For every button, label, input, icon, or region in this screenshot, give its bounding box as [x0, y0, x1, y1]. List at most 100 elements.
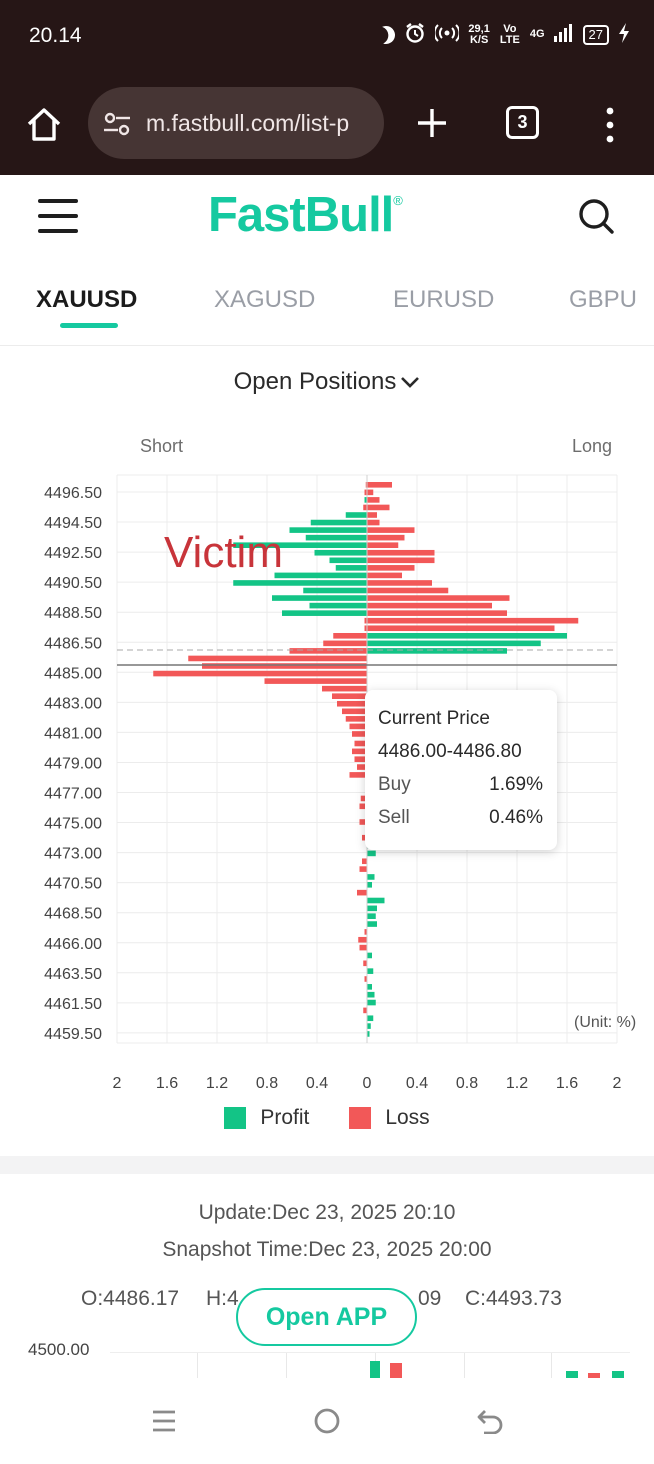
tab-switcher-button[interactable]: 3 — [506, 106, 539, 139]
address-bar[interactable]: m.fastbull.com/list-p — [88, 87, 384, 159]
new-tab-button[interactable] — [414, 105, 450, 141]
short-bar — [329, 557, 367, 564]
fastbull-logo[interactable]: FastBull® — [208, 187, 403, 243]
short-bar — [233, 542, 367, 548]
status-icons: 29,1 K/S Vo LTE 4G 27 — [377, 22, 630, 47]
browser-toolbar: m.fastbull.com/list-p 3 — [0, 75, 654, 175]
tooltip-buy-value: 1.69% — [489, 774, 543, 795]
back-icon[interactable] — [476, 1408, 504, 1434]
tail-bar — [367, 913, 376, 919]
tail-bar — [359, 944, 367, 951]
ohlc-open: O:4486.17 — [81, 1287, 180, 1310]
browser-menu-button[interactable] — [596, 105, 624, 145]
short-bar — [364, 489, 367, 496]
x-tick-label: 1.2 — [506, 1075, 528, 1092]
candlestick-chart-preview — [110, 1352, 630, 1379]
long-bar — [367, 497, 380, 503]
y-tick-label: 4483.00 — [44, 695, 102, 712]
tail-bar — [360, 795, 367, 802]
price-axis-label: 4500.00 — [28, 1340, 90, 1359]
short-bar — [352, 731, 367, 737]
search-button[interactable] — [576, 197, 616, 237]
x-tick-label: 1.2 — [206, 1075, 228, 1092]
short-bar — [153, 670, 367, 677]
net-speed-value: 29,1 — [468, 22, 490, 35]
section-divider — [0, 1156, 654, 1174]
tail-bar — [357, 889, 367, 896]
y-tick-label: 4479.00 — [44, 755, 102, 772]
y-tick-label: 4461.50 — [44, 996, 102, 1013]
tab-eurusd[interactable]: EURUSD — [393, 286, 495, 313]
long-bar — [367, 587, 449, 594]
candle — [566, 1371, 578, 1379]
tab-xagusd[interactable]: XAGUSD — [214, 286, 316, 313]
long-bar — [367, 549, 435, 556]
long-bar — [367, 542, 399, 548]
tail-bar — [364, 929, 367, 935]
victim-annotation: Victim — [164, 528, 283, 577]
short-bar — [364, 617, 367, 624]
long-bar — [367, 504, 390, 511]
long-bar — [367, 640, 541, 647]
profit-swatch — [224, 1107, 247, 1129]
hamburger-menu-button[interactable] — [38, 199, 80, 235]
legend-profit[interactable]: Profit — [224, 1106, 309, 1130]
legend-loss[interactable]: Loss — [349, 1106, 430, 1130]
plus-icon — [418, 109, 446, 137]
short-bar — [333, 633, 367, 639]
tail-bar — [354, 756, 367, 762]
network-type: 4G — [529, 28, 545, 40]
tab-gbpusd[interactable]: GBPU — [569, 286, 638, 313]
home-nav-icon[interactable] — [313, 1407, 341, 1435]
tail-bar — [352, 748, 367, 755]
home-button[interactable] — [24, 105, 64, 145]
y-tick-label: 4470.50 — [44, 876, 102, 893]
tab-xauusd[interactable]: XAUUSD — [36, 286, 138, 313]
tail-bar — [367, 897, 385, 904]
tail-bar — [357, 764, 367, 770]
long-bar — [367, 527, 415, 533]
short-bar — [323, 640, 367, 647]
long-bar — [367, 602, 492, 609]
system-navigation-bar — [0, 1378, 654, 1464]
candle — [370, 1361, 380, 1379]
open-positions-dropdown[interactable]: Open Positions — [0, 368, 654, 396]
long-bar — [367, 610, 507, 616]
logo-text: FastBull — [208, 188, 394, 242]
tail-bar — [359, 866, 367, 872]
recent-apps-icon[interactable] — [151, 1408, 177, 1434]
long-bar — [367, 595, 510, 601]
y-tick-label: 4473.00 — [44, 846, 102, 863]
url-text: m.fastbull.com/list-p — [146, 110, 350, 136]
y-tick-label: 4468.50 — [44, 906, 102, 923]
y-tick-label: 4490.50 — [44, 575, 102, 592]
y-tick-label: 4463.50 — [44, 966, 102, 983]
open-app-button[interactable]: Open APP — [236, 1288, 417, 1346]
long-bar — [367, 482, 392, 488]
short-bar — [345, 716, 367, 722]
home-icon — [27, 108, 61, 141]
tail-bar — [367, 921, 377, 927]
tail-bar — [362, 834, 367, 841]
short-label: Short — [140, 436, 184, 456]
short-bar — [274, 572, 367, 579]
tail-bar — [367, 968, 374, 974]
tail-bar — [367, 1031, 370, 1037]
tail-bar — [362, 858, 367, 865]
status-time: 20.14 — [29, 24, 82, 47]
short-bar — [364, 497, 367, 503]
update-time: Update:Dec 23, 2025 20:10 — [198, 1201, 456, 1224]
short-bar — [303, 587, 367, 594]
short-bar — [305, 534, 367, 541]
tooltip-sell-value: 0.46% — [489, 807, 543, 828]
y-tick-label: 4475.00 — [44, 816, 102, 833]
unit-label: (Unit: %) — [574, 1014, 637, 1031]
tail-bar — [367, 1023, 371, 1029]
net-speed-unit: K/S — [469, 33, 489, 46]
loss-swatch — [349, 1107, 372, 1129]
site-settings-icon[interactable] — [102, 111, 132, 137]
charging-icon — [618, 23, 630, 46]
current-price-tooltip: Current Price 4486.00-4486.80 Buy 1.69% S… — [365, 690, 557, 850]
y-tick-label: 4488.50 — [44, 605, 102, 622]
